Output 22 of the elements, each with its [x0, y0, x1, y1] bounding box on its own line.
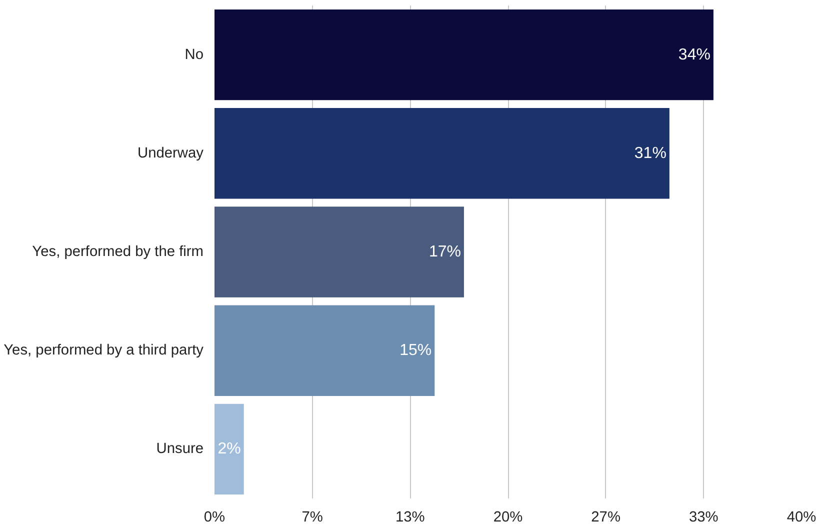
y-tick-label: Yes, performed by the firm	[32, 244, 204, 260]
x-tick-label: 27%	[591, 510, 621, 526]
data-label: 34%	[678, 46, 710, 64]
x-tick-label: 7%	[302, 510, 323, 526]
x-tick-label: 20%	[493, 510, 523, 526]
bar	[214, 108, 670, 199]
y-tick-label: Yes, performed by a third party	[4, 342, 204, 359]
y-tick-label: Unsure	[156, 441, 204, 458]
bar	[214, 9, 714, 100]
x-tick-label: 0%	[204, 510, 226, 526]
y-tick-label: No	[184, 46, 204, 63]
data-label: 31%	[634, 144, 666, 162]
bar	[214, 305, 435, 396]
y-tick-label: Underway	[138, 145, 204, 162]
x-tick-label: 13%	[395, 510, 425, 526]
x-tick-label: 33%	[688, 510, 718, 526]
bar	[214, 206, 464, 298]
data-label: 2%	[218, 440, 241, 458]
x-tick-label: 40%	[786, 510, 816, 526]
data-label: 15%	[400, 342, 432, 360]
bar	[214, 404, 244, 495]
data-label: 17%	[428, 244, 461, 260]
